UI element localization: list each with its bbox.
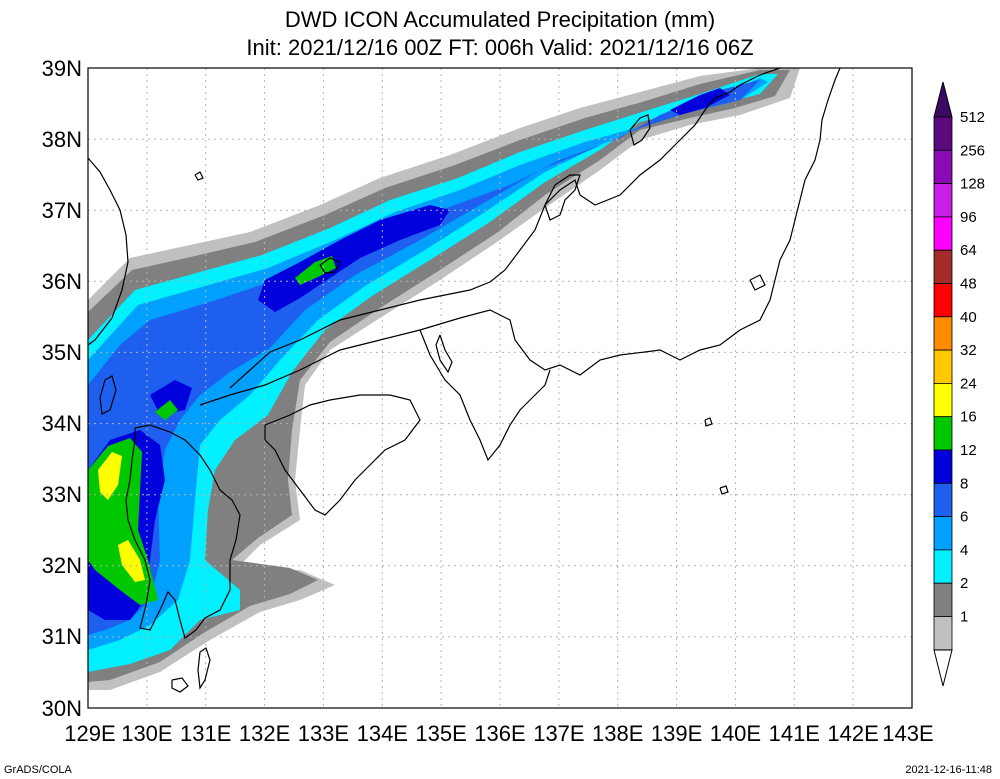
lon-label: 133E [298, 721, 349, 746]
footer-timestamp: 2021-12-16-11:48 [905, 764, 992, 776]
colorbar-label: 256 [960, 142, 985, 159]
colorbar-swatch [933, 582, 953, 617]
colorbar-label: 64 [960, 242, 977, 259]
colorbar-swatch [933, 283, 953, 318]
lat-label: 32N [42, 553, 82, 578]
colorbar-label: 6 [960, 509, 968, 526]
colorbar-swatch [933, 216, 953, 251]
colorbar-swatch [933, 349, 953, 384]
map-title: DWD ICON Accumulated Precipitation (mm) [284, 7, 716, 32]
lon-label: 129E [64, 721, 115, 746]
lon-label: 135E [415, 721, 466, 746]
colorbar-swatch [933, 183, 953, 218]
footer-credit: GrADS/COLA [4, 764, 72, 776]
lon-label: 134E [357, 721, 408, 746]
lon-labels: 129E 130E 131E 132E 133E 134E 135E 136E … [64, 721, 933, 746]
lon-label: 142E [827, 721, 878, 746]
precipitation-shading [88, 68, 800, 690]
colorbar-swatch [933, 449, 953, 484]
lon-label: 138E [592, 721, 643, 746]
lon-label: 136E [474, 721, 525, 746]
colorbar-swatch [933, 549, 953, 584]
colorbar-top-arrow [933, 81, 953, 118]
lat-label: 30N [42, 696, 82, 721]
colorbar-label: 96 [960, 209, 977, 226]
colorbar-label: 12 [960, 442, 977, 459]
lat-label: 34N [42, 411, 82, 436]
colorbar-swatch [933, 249, 953, 284]
colorbar-swatch [933, 516, 953, 551]
lat-label: 35N [42, 340, 82, 365]
colorbar-swatch [933, 116, 953, 151]
lat-label: 37N [42, 198, 82, 223]
lon-label: 139E [651, 721, 702, 746]
colorbar-label: 2 [960, 575, 968, 592]
colorbar-label: 1 [960, 609, 968, 626]
lon-label: 140E [710, 721, 761, 746]
colorbar-swatch [933, 382, 953, 418]
colorbar-label: 40 [960, 309, 977, 326]
lon-label: 131E [180, 721, 231, 746]
colorbar-label: 128 [960, 176, 985, 193]
colorbar-bottom-arrow [933, 649, 953, 687]
colorbar-label: 48 [960, 276, 977, 293]
colorbar-label: 32 [960, 342, 977, 359]
map-subtitle: Init: 2021/12/16 00Z FT: 006h Valid: 202… [246, 35, 754, 60]
lat-labels: 39N 38N 37N 36N 35N 34N 33N 32N 31N 30N [42, 56, 82, 721]
plot-frame [87, 67, 913, 709]
colorbar-swatch [933, 616, 953, 651]
lon-label: 130E [121, 721, 172, 746]
colorbar-swatch [933, 316, 953, 351]
lat-label: 36N [42, 269, 82, 294]
colorbar-label: 512 [960, 109, 985, 126]
coastlines [88, 68, 841, 693]
lat-label: 39N [42, 56, 82, 81]
colorbar-label: 8 [960, 475, 968, 492]
colorbar-label: 4 [960, 542, 968, 559]
lat-label: 33N [42, 482, 82, 507]
colorbar-swatch [933, 482, 953, 517]
colorbar-label: 16 [960, 409, 977, 426]
colorbar-label: 24 [960, 375, 977, 392]
lon-label: 132E [239, 721, 290, 746]
lon-label: 141E [769, 721, 820, 746]
lon-label: 143E [882, 721, 933, 746]
lat-label: 38N [42, 127, 82, 152]
graticule [88, 68, 912, 708]
lat-label: 31N [42, 624, 82, 649]
colorbar-swatch [933, 416, 953, 451]
lon-label: 137E [533, 721, 584, 746]
colorbar-swatch [933, 149, 953, 185]
